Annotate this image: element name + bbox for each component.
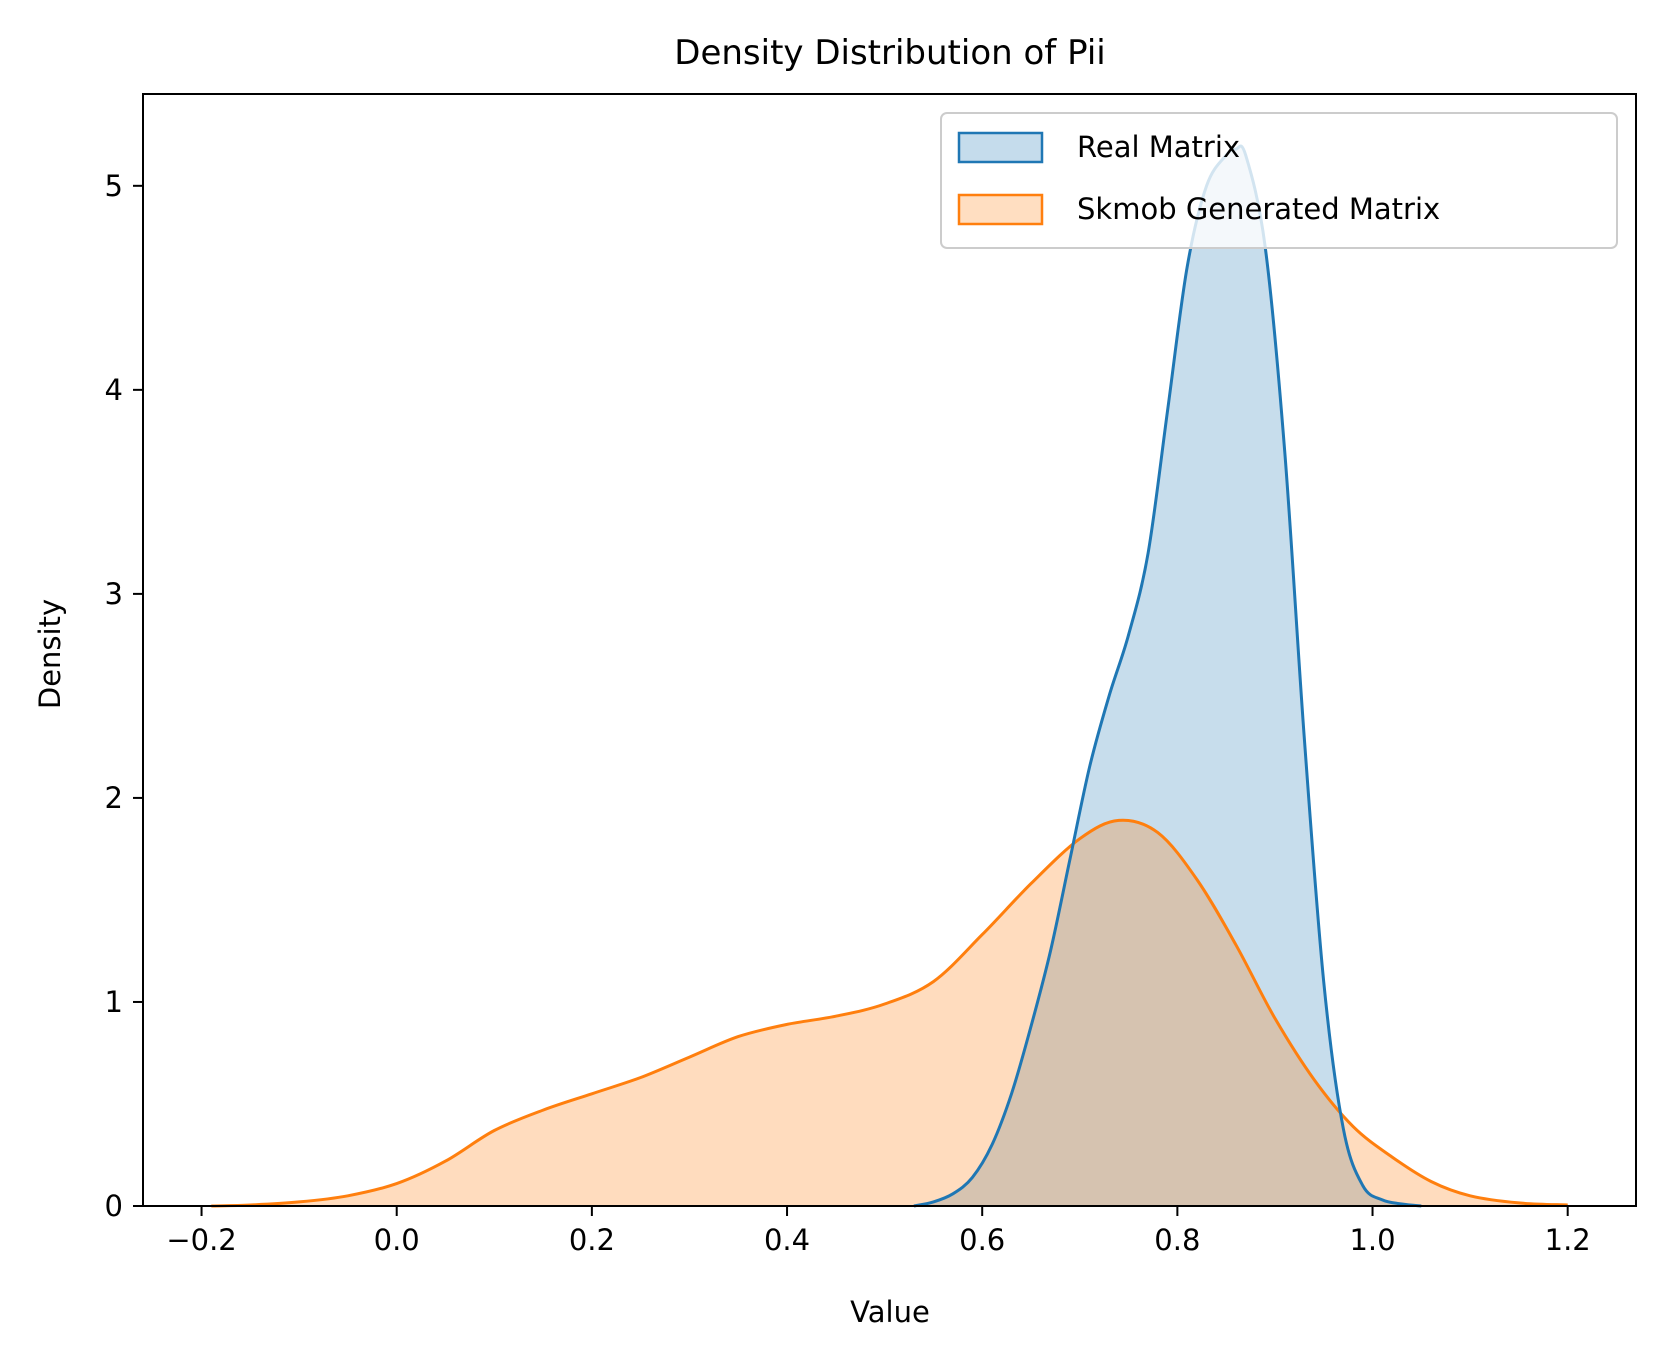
y-tick-label: 3	[105, 577, 123, 611]
x-tick-label: 0.0	[374, 1223, 420, 1257]
y-tick-label: 4	[105, 373, 123, 407]
x-tick-label: 1.2	[1545, 1223, 1591, 1257]
x-tick-label: 0.6	[959, 1223, 1005, 1257]
legend-box	[940, 112, 1618, 249]
density-lines	[211, 144, 1568, 1208]
legend-label-0: Real Matrix	[1077, 130, 1240, 164]
legend-swatch-0	[957, 131, 1044, 164]
legend-swatch-1	[957, 193, 1044, 226]
chart-title: Density Distribution of Pii	[674, 33, 1105, 73]
area-series-0	[913, 145, 1422, 1206]
x-tick-label: 0.2	[569, 1223, 615, 1257]
plot-frame	[142, 93, 1637, 1207]
line-series-0	[913, 144, 1422, 1208]
y-tick-label: 5	[105, 169, 123, 203]
y-axis-ticks: 0 1 2 3 4 5	[105, 169, 143, 1223]
y-tick-label: 0	[105, 1189, 123, 1223]
line-series-1	[211, 818, 1568, 1208]
area-series-1	[211, 820, 1568, 1206]
x-axis-label: Value	[850, 1295, 930, 1329]
legend: Real Matrix Skmob Generated Matrix	[940, 112, 1618, 249]
x-tick-label: 1.0	[1349, 1223, 1395, 1257]
density-areas	[211, 145, 1568, 1206]
x-tick-label: 0.4	[764, 1223, 810, 1257]
x-tick-label: −0.2	[166, 1223, 236, 1257]
y-axis-label: Density	[33, 599, 67, 709]
y-tick-label: 1	[105, 985, 123, 1019]
legend-label-1: Skmob Generated Matrix	[1077, 192, 1440, 226]
y-tick-label: 2	[105, 781, 123, 815]
x-axis-ticks: −0.2 0.0 0.2 0.4 0.6 0.8 1.0 1.2	[166, 1206, 1591, 1257]
x-tick-label: 0.8	[1154, 1223, 1200, 1257]
